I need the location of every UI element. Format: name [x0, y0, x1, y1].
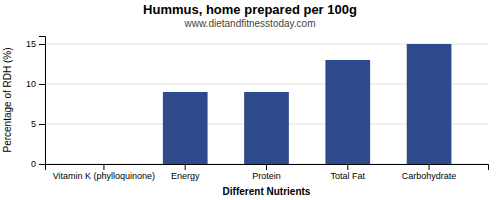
x-axis-title: Different Nutrients: [223, 186, 311, 197]
y-tick-mark: [39, 44, 45, 45]
y-tick-label: 0: [31, 159, 36, 169]
bar: [244, 92, 289, 164]
y-axis-line: [39, 37, 46, 165]
x-axis-line: [46, 165, 489, 171]
x-tick-label: Vitamin K (phylloquinone): [53, 171, 155, 181]
x-tick: Vitamin K (phylloquinone): [53, 164, 155, 181]
x-tick-mark: [103, 164, 104, 170]
y-tick-mark: [39, 84, 45, 85]
x-tick-label: Total Fat: [331, 171, 366, 181]
y-tick: 0: [31, 159, 45, 169]
grid: [45, 44, 488, 164]
chart: Vitamin K (phylloquinone) Energy Protein To…: [0, 0, 500, 200]
y-tick-mark: [39, 124, 45, 125]
y-tick-label: 15: [26, 39, 36, 49]
plot: Vitamin K (phylloquinone) Energy Protein To…: [26, 37, 489, 182]
y-axis-title: Percentage of RDH (%): [2, 47, 13, 152]
x-tick-mark: [266, 164, 267, 170]
x-tick-label: Protein: [252, 171, 281, 181]
y-tick: 10: [26, 79, 45, 89]
x-axis: Vitamin K (phylloquinone) Energy Protein To…: [46, 164, 489, 181]
bar: [163, 92, 208, 164]
y-tick-label: 10: [26, 79, 36, 89]
subtitle: www.dietandfitnesstoday.com: [184, 18, 316, 29]
x-tick-mark: [429, 164, 430, 170]
y-tick: 5: [31, 119, 45, 129]
x-tick-label: Energy: [171, 171, 200, 181]
y-tick: 15: [26, 39, 45, 49]
x-tick-mark: [347, 164, 348, 170]
x-tick: Protein: [252, 164, 281, 181]
y-tick-label: 5: [31, 119, 36, 129]
x-tick: Total Fat: [331, 164, 366, 181]
bar: [325, 60, 370, 164]
x-tick: Energy: [171, 164, 200, 181]
y-tick-mark: [39, 164, 45, 165]
x-tick-mark: [185, 164, 186, 170]
y-axis: 0 5 10 15: [26, 37, 46, 170]
title: Hummus, home prepared per 100g: [143, 2, 357, 17]
bar: [407, 44, 452, 164]
bars: [163, 44, 452, 164]
x-tick: Carbohydrate: [402, 164, 457, 181]
bar: [82, 164, 127, 165]
x-tick-label: Carbohydrate: [402, 171, 457, 181]
